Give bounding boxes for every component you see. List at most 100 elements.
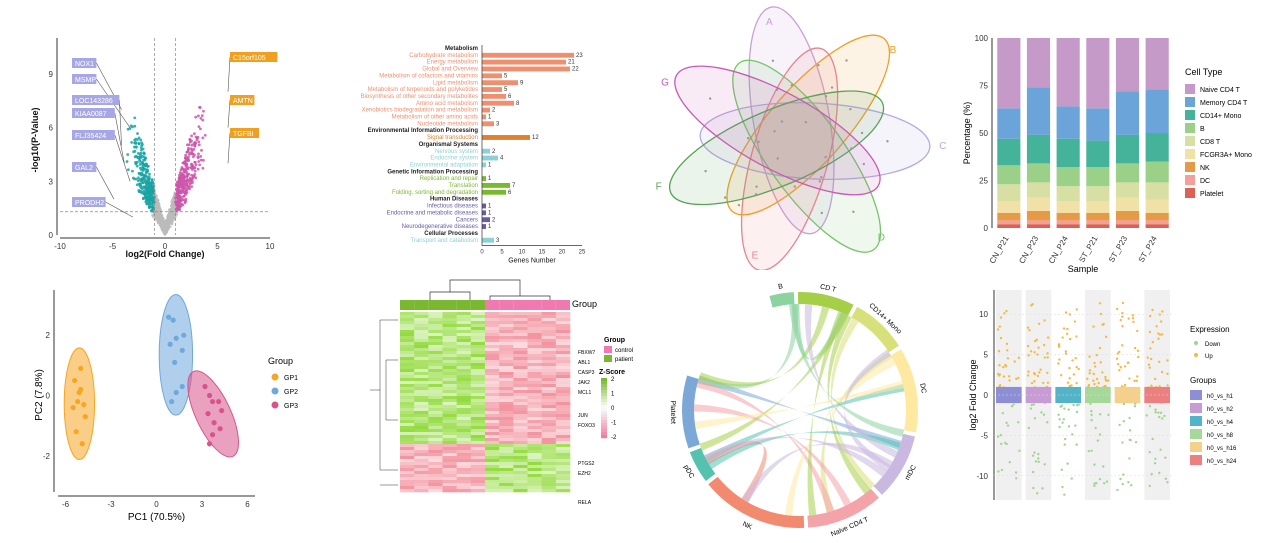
fc-point bbox=[1027, 426, 1031, 430]
heatmap-cell bbox=[428, 480, 443, 484]
chord-link bbox=[697, 304, 799, 389]
heatmap-cell bbox=[442, 447, 457, 451]
fc-point bbox=[1128, 457, 1131, 460]
volcano-point bbox=[140, 161, 144, 165]
confidence-ellipse bbox=[63, 347, 96, 460]
heatmap-cell bbox=[456, 354, 472, 358]
fc-point bbox=[1068, 366, 1071, 370]
heatmap-cell bbox=[499, 474, 514, 478]
gene-label-box bbox=[72, 197, 106, 207]
zscore-gradient-step bbox=[601, 399, 607, 403]
stacked-segment bbox=[1145, 212, 1169, 221]
heatmap-cell bbox=[414, 396, 429, 400]
category-header: Genetic Information Processing bbox=[387, 169, 478, 175]
fc-point bbox=[1164, 477, 1168, 480]
venn-set-label: A bbox=[766, 17, 773, 28]
heatmap-cell bbox=[541, 315, 557, 319]
heatmap-cell bbox=[470, 459, 486, 463]
stacked-segment bbox=[1115, 197, 1140, 211]
stacked-segment bbox=[997, 165, 1021, 185]
heatmap-cell bbox=[513, 381, 528, 385]
heatmap-cell bbox=[428, 405, 443, 409]
heatmap-cell bbox=[541, 363, 557, 367]
heatmap-cell bbox=[499, 393, 514, 397]
heatmap-cell bbox=[541, 324, 557, 328]
heatmap-cell bbox=[555, 378, 571, 382]
fc-point bbox=[1015, 377, 1018, 381]
heatmap-cell bbox=[541, 339, 557, 343]
fc-point bbox=[1032, 372, 1036, 375]
volcano-point bbox=[151, 192, 155, 195]
pca-point bbox=[78, 365, 84, 371]
fc-point bbox=[1029, 407, 1033, 410]
heatmap-cell bbox=[541, 423, 557, 427]
heatmap-cell bbox=[485, 348, 500, 352]
x-axis-title: Genes Number bbox=[508, 258, 556, 265]
heatmap-cell bbox=[541, 489, 557, 493]
legend-swatch bbox=[271, 387, 279, 395]
heatmap-cell bbox=[527, 333, 542, 337]
heatmap-cell bbox=[428, 456, 443, 460]
fc-point bbox=[1033, 339, 1037, 343]
heatmap-cell bbox=[541, 486, 557, 490]
heatmap-cell bbox=[442, 411, 457, 415]
heatmap-cell bbox=[414, 345, 429, 349]
legend-swatch bbox=[271, 401, 279, 409]
stacked-segment bbox=[1026, 197, 1051, 211]
fc-point bbox=[1103, 384, 1107, 388]
heatmap-cell bbox=[442, 489, 457, 493]
pathway-label: Translation bbox=[449, 183, 478, 189]
heatmap-cell bbox=[555, 468, 571, 472]
pca-point bbox=[211, 420, 217, 426]
pca-point bbox=[179, 383, 185, 390]
heatmap-cell bbox=[485, 381, 500, 385]
heatmap-cell bbox=[470, 339, 486, 343]
x-tick-label: -6 bbox=[62, 500, 70, 509]
fc-point bbox=[1068, 337, 1072, 341]
volcano-point bbox=[190, 166, 193, 170]
heatmap-cell bbox=[541, 456, 557, 460]
venn-count-mark bbox=[850, 147, 853, 150]
fc-point bbox=[1160, 333, 1164, 336]
bar-value: 21 bbox=[568, 60, 575, 66]
fc-point bbox=[1158, 313, 1161, 316]
heatmap-cell bbox=[400, 348, 415, 352]
heatmap-cell bbox=[541, 387, 557, 391]
bar-value: 1 bbox=[488, 115, 492, 121]
heatmap-cell bbox=[527, 423, 542, 427]
legend-title: Group bbox=[268, 356, 293, 366]
heatmap-cell bbox=[527, 414, 542, 418]
heatmap-cell bbox=[485, 369, 500, 373]
fc-point bbox=[1155, 325, 1158, 328]
confidence-ellipse bbox=[187, 370, 239, 458]
venn-count-mark bbox=[818, 180, 822, 183]
heatmap-cell bbox=[456, 417, 472, 421]
pathway-label: Biosynthesis of other secondary metaboli… bbox=[361, 94, 478, 100]
heatmap-cell bbox=[400, 462, 415, 466]
heatmap-cell bbox=[555, 423, 571, 427]
volcano-point bbox=[179, 168, 183, 172]
legend-swatch bbox=[1190, 416, 1202, 426]
heatmap-cell bbox=[555, 381, 571, 385]
group-bar-cell bbox=[485, 300, 500, 310]
volcano-point bbox=[185, 183, 189, 187]
pathway-label: Transport and catabolism bbox=[411, 238, 478, 244]
heatmap-cell bbox=[470, 369, 486, 373]
fc-point bbox=[1120, 344, 1124, 347]
heatmap-cell bbox=[470, 468, 486, 472]
volcano-point bbox=[186, 178, 190, 182]
heatmap-cell bbox=[456, 357, 472, 361]
volcano-point bbox=[131, 169, 134, 173]
heatmap-cell bbox=[470, 399, 486, 403]
heatmap-cell bbox=[541, 405, 557, 409]
heatmap-cell bbox=[555, 342, 571, 346]
heatmap-cell bbox=[499, 402, 514, 406]
volcano-point bbox=[166, 219, 170, 223]
heatmap-cell bbox=[527, 384, 542, 388]
heatmap-cell bbox=[456, 462, 472, 466]
bar-value: 3 bbox=[496, 121, 500, 127]
heatmap-cell bbox=[470, 435, 486, 439]
volcano-point bbox=[136, 138, 139, 141]
heatmap-cell bbox=[400, 381, 415, 385]
